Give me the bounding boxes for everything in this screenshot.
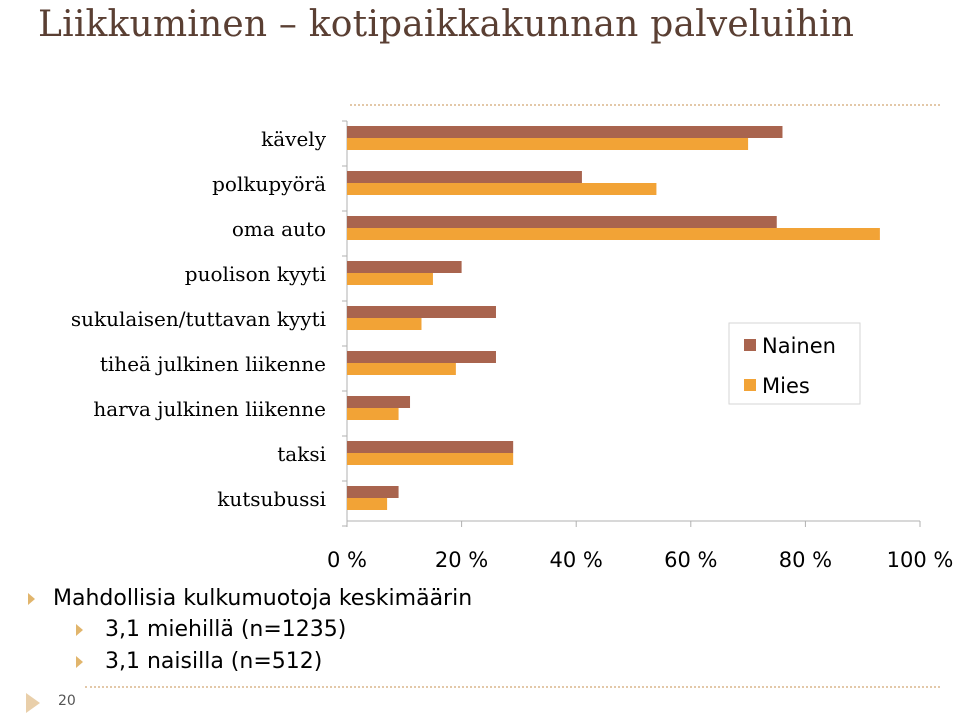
bar-nainen <box>347 216 777 228</box>
bar-mies <box>347 138 749 150</box>
x-tick-label: 80 % <box>779 548 832 572</box>
bullet-arrow-icon <box>76 656 83 668</box>
bar-mies <box>347 183 657 195</box>
bar-mies <box>347 498 388 510</box>
bar-mies <box>347 363 456 375</box>
bar-nainen <box>347 126 783 138</box>
sub-bullet-item: 3,1 naisilla (n=512) <box>76 646 472 678</box>
title-divider <box>350 104 940 106</box>
bullet-list: Mahdollisia kulkumuotoja keskimäärin 3,1… <box>28 584 472 678</box>
sub-bullet-text: 3,1 naisilla (n=512) <box>105 649 323 674</box>
bar-nainen <box>347 171 582 183</box>
bar-mies <box>347 228 880 240</box>
category-label: kävely <box>261 127 327 151</box>
footer-divider <box>85 686 940 688</box>
slide-title: Liikkuminen – kotipaikkakunnan palveluih… <box>38 4 855 45</box>
category-label: sukulaisen/tuttavan kyyti <box>71 307 326 331</box>
bullet-text: Mahdollisia kulkumuotoja keskimäärin <box>53 586 473 611</box>
bar-mies <box>347 408 399 420</box>
sub-bullet-item: 3,1 miehillä (n=1235) <box>76 614 472 646</box>
legend-swatch <box>744 339 756 351</box>
bar-nainen <box>347 261 462 273</box>
sub-bullet-text: 3,1 miehillä (n=1235) <box>105 617 347 642</box>
category-label: tiheä julkinen liikenne <box>100 352 326 376</box>
x-tick-label: 20 % <box>435 548 488 572</box>
x-tick-label: 0 % <box>327 548 367 572</box>
bar-mies <box>347 318 422 330</box>
bar-nainen <box>347 486 399 498</box>
x-tick-label: 40 % <box>550 548 603 572</box>
category-label: kutsubussi <box>217 487 326 511</box>
bar-nainen <box>347 306 496 318</box>
bar-mies <box>347 453 514 465</box>
category-label: puolison kyyti <box>185 262 326 286</box>
x-tick-label: 100 % <box>887 548 954 572</box>
bullet-item: Mahdollisia kulkumuotoja keskimäärin <box>28 584 472 614</box>
page-marker-icon <box>26 693 40 713</box>
category-label: oma auto <box>232 217 326 241</box>
x-tick-label: 60 % <box>664 548 717 572</box>
bullet-arrow-icon <box>28 593 35 605</box>
page-number: 20 <box>58 693 76 709</box>
legend-label: Nainen <box>762 334 836 358</box>
bullet-arrow-icon <box>76 624 83 636</box>
bar-mies <box>347 273 433 285</box>
bar-nainen <box>347 396 411 408</box>
bar-chart: 0 % 20 % 40 % 60 % 80 % 100 % kävely polkupyörä… <box>71 120 954 572</box>
bar-nainen <box>347 351 496 363</box>
legend-box <box>728 322 861 405</box>
category-label: harva julkinen liikenne <box>93 397 326 421</box>
legend-swatch <box>744 379 756 391</box>
legend-label: Mies <box>762 374 810 398</box>
category-label: polkupyörä <box>212 172 326 196</box>
category-label: taksi <box>277 442 326 466</box>
bar-nainen <box>347 441 514 453</box>
